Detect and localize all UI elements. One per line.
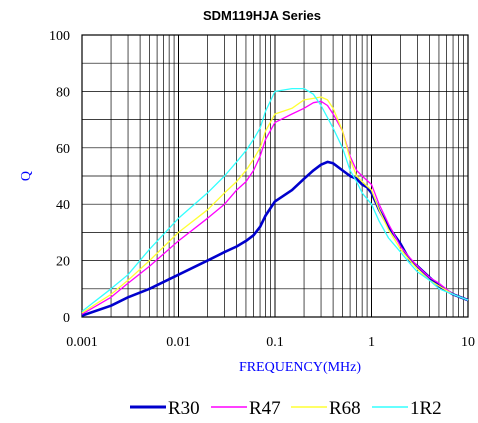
x-axis-label: FREQUENCY(MHz)	[239, 360, 361, 375]
legend-label-1r2: 1R2	[410, 398, 442, 419]
grid	[82, 35, 468, 317]
x-tick-label: 0.01	[166, 335, 191, 350]
x-tick-label: 1	[368, 335, 375, 350]
x-tick-label: 10	[461, 335, 475, 350]
legend-label-r30: R30	[168, 398, 200, 419]
legend-label-r68: R68	[329, 398, 361, 419]
y-tick-label: 60	[56, 142, 70, 157]
chart-title: SDM119HJA Series	[203, 8, 321, 23]
y-tick-labels: 0 20 40 60 80 100	[49, 29, 70, 326]
series-line-1r2	[81, 87, 469, 312]
y-tick-label: 100	[49, 29, 70, 44]
x-tick-label: 0.001	[66, 335, 98, 350]
series-layer	[81, 87, 469, 317]
plot-frame	[81, 34, 469, 318]
x-tick-labels: 0.001 0.01 0.1 1 10	[66, 335, 475, 350]
series-line-r68	[81, 96, 469, 314]
series-line-r47	[81, 100, 469, 315]
y-tick-label: 40	[56, 198, 70, 213]
x-tick-label: 0.1	[266, 335, 284, 350]
y-tick-label: 80	[56, 85, 70, 100]
y-tick-label: 20	[56, 255, 70, 270]
legend-label-r47: R47	[249, 398, 281, 419]
y-tick-label: 0	[63, 311, 70, 326]
y-axis-label: Q	[19, 171, 34, 181]
legend: R30 R47 R68 1R2	[130, 398, 442, 419]
